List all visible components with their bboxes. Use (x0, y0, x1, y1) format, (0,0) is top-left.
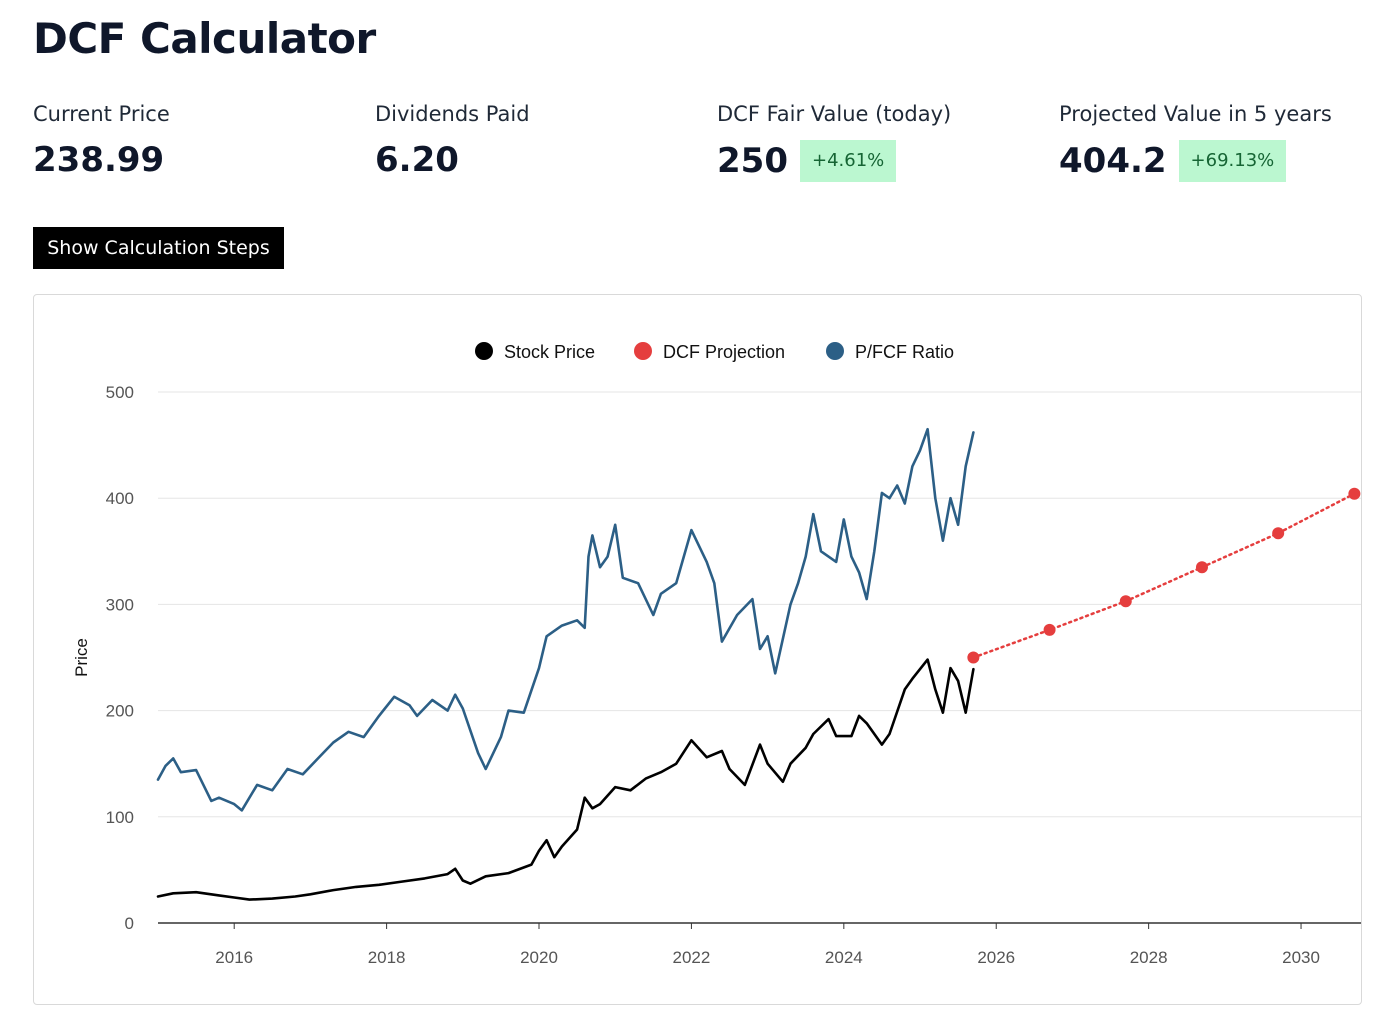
metric-value: 404.2 (1059, 141, 1167, 181)
x-tick-label: 2020 (520, 948, 558, 967)
chart-card: 0 100 200 300 400 500 2016 2018 2020 2022 2024 2026… (33, 294, 1362, 1005)
upside-badge: +69.13% (1178, 140, 1287, 182)
metric-value: 250 (717, 141, 788, 181)
metric-value: 238.99 (33, 140, 165, 180)
dcf-projection-point (1119, 595, 1132, 608)
dcf-projection-point (1272, 527, 1285, 540)
dcf-projection-point (967, 651, 980, 664)
x-tick-label: 2022 (673, 948, 711, 967)
legend-label-dcf-projection: DCF Projection (663, 342, 785, 362)
y-axis-label: Price (72, 638, 91, 677)
legend-marker-dcf-projection (634, 342, 652, 360)
metric-current-price: Current Price 238.99 (33, 102, 170, 180)
metric-label: Dividends Paid (375, 102, 530, 126)
p-fcf-ratio-line (156, 427, 975, 812)
metric-label: DCF Fair Value (today) (717, 102, 952, 126)
y-tick-label: 200 (106, 702, 134, 721)
y-tick-label: 400 (106, 489, 134, 508)
dcf-projection-point (1348, 487, 1361, 500)
metric-value: 6.20 (375, 140, 459, 180)
x-tick-label: 2028 (1130, 948, 1168, 967)
legend-marker-p-fcf-ratio (826, 342, 844, 360)
legend-label-p-fcf-ratio: P/FCF Ratio (855, 342, 954, 362)
upside-badge: +4.61% (799, 140, 897, 182)
x-tick-label: 2026 (977, 948, 1015, 967)
dcf-projection-line (972, 492, 1356, 659)
dcf-chart: 0 100 200 300 400 500 2016 2018 2020 2022 2024 2026… (72, 342, 1361, 967)
y-tick-label: 500 (106, 383, 134, 402)
metric-dividends-paid: Dividends Paid 6.20 (375, 102, 530, 180)
metric-dcf-fair-value: DCF Fair Value (today) 250 +4.61% (717, 102, 951, 182)
metric-label: Current Price (33, 102, 170, 126)
y-tick-label: 300 (106, 595, 134, 614)
legend-marker-stock-price (475, 342, 493, 360)
dcf-projection-point (1195, 561, 1208, 574)
page-title: DCF Calculator (33, 14, 376, 63)
x-tick-label: 2024 (825, 948, 863, 967)
metric-projected-value: Projected Value in 5 years 404.2 +69.13% (1059, 102, 1332, 182)
x-tick-label: 2030 (1282, 948, 1320, 967)
y-tick-label: 100 (106, 808, 134, 827)
metric-label: Projected Value in 5 years (1059, 102, 1332, 126)
x-tick-label: 2018 (368, 948, 406, 967)
show-calculation-steps-button[interactable]: Show Calculation Steps (33, 227, 284, 269)
stock-price-line (156, 658, 975, 901)
x-tick-label: 2016 (215, 948, 253, 967)
legend-label-stock-price: Stock Price (504, 342, 595, 362)
y-tick-label: 0 (125, 914, 134, 933)
dcf-projection-point (1043, 623, 1056, 636)
